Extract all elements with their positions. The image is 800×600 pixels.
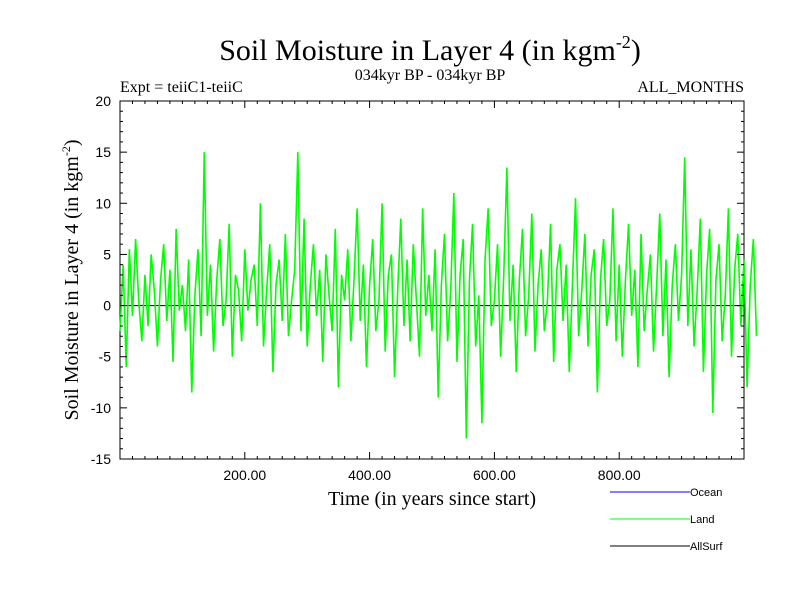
y-tick-label: -10 [91, 400, 111, 416]
y-tick-label: 10 [95, 195, 111, 211]
x-tick-label: 800.00 [598, 467, 641, 483]
y-axis-label-main: Soil Moisture in Layer 4 (in kgm [61, 156, 83, 421]
chart-title-close: ) [631, 34, 641, 67]
x-axis-label: Time (in years since start) [328, 488, 536, 510]
period-label: 034kyr BP - 034kyr BP [355, 67, 506, 84]
y-axis-label-sup: -2 [59, 146, 73, 156]
y-tick-label: -15 [91, 451, 111, 467]
y-tick-label: -5 [99, 349, 112, 365]
x-tick-label: 600.00 [473, 467, 516, 483]
tick-group: 200.00 400.00 600.00 800.00 20 15 10 5 0 -5 -10 -15 [91, 93, 744, 483]
legend-label-ocean: Ocean [690, 487, 722, 499]
legend: Ocean Land AllSurf [610, 487, 723, 553]
series-line-land [119, 152, 758, 439]
months-label: ALL_MONTHS [637, 79, 744, 96]
y-tick-label: 20 [95, 93, 111, 109]
legend-label-land: Land [690, 514, 714, 526]
x-tick-label: 200.00 [223, 467, 266, 483]
plot-area [119, 100, 745, 460]
y-axis-label: Soil Moisture in Layer 4 (in kgm-2) [59, 139, 83, 420]
y-tick-label: 5 [103, 246, 111, 262]
series-group [119, 152, 758, 439]
y-tick-label: 15 [95, 144, 111, 160]
chart-title-sup: -2 [616, 32, 631, 52]
x-tick-label: 400.00 [348, 467, 391, 483]
chart-title-main: Soil Moisture in Layer 4 (in kgm [219, 34, 616, 67]
y-tick-label: 0 [103, 298, 111, 314]
chart-title: Soil Moisture in Layer 4 (in kgm-2) [219, 32, 641, 67]
expt-label: Expt = teiiC1-teiiC [120, 79, 243, 96]
legend-label-allsurf: AllSurf [690, 541, 723, 553]
y-axis-label-close: ) [61, 139, 83, 146]
